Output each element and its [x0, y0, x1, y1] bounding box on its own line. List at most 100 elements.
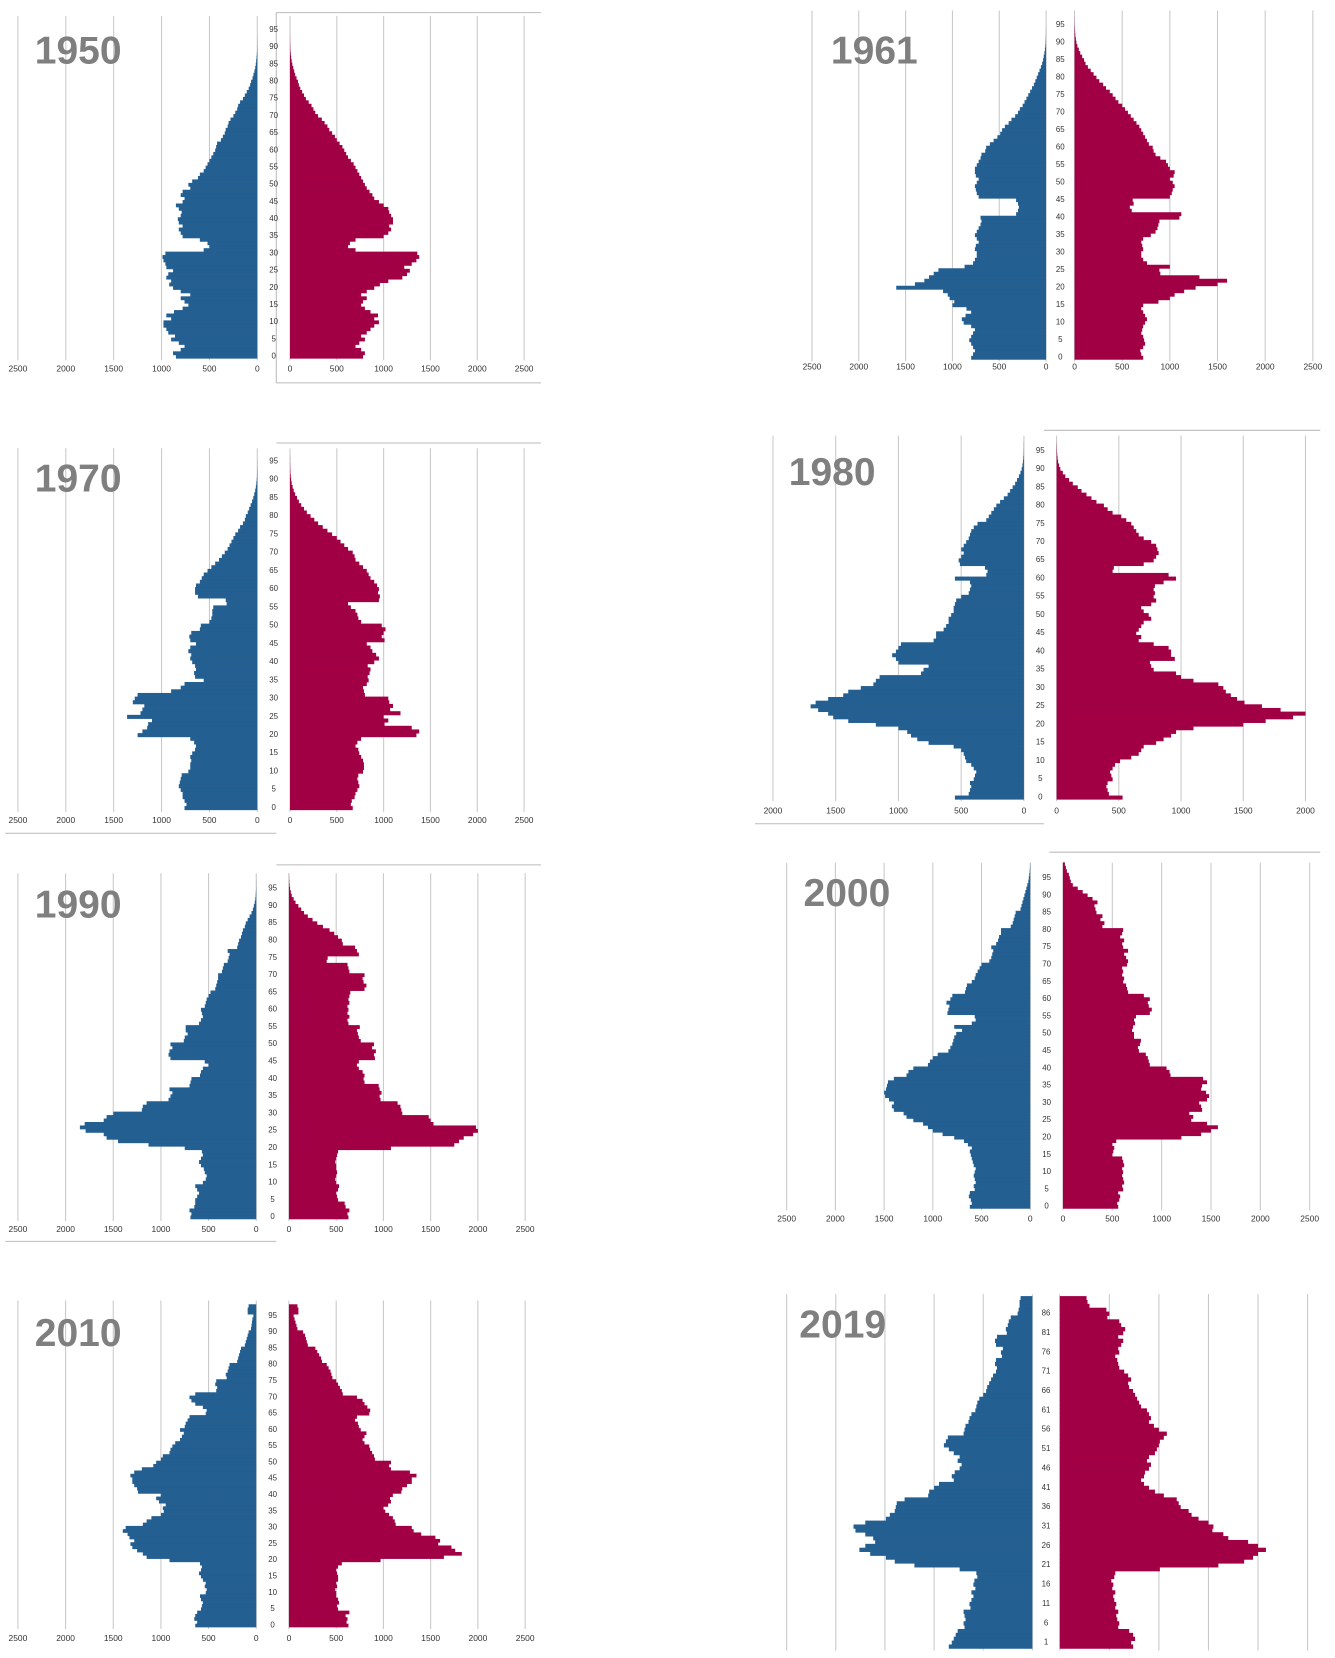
male-bar — [205, 1411, 257, 1416]
female-bar — [1074, 128, 1142, 133]
female-bar — [1062, 1121, 1208, 1126]
female-bar — [288, 1343, 308, 1348]
female-bar — [1062, 865, 1066, 870]
x-tick-label: 500 — [1115, 361, 1129, 371]
age-tick-label: 1 — [1044, 1638, 1048, 1647]
female-bar — [1074, 278, 1228, 283]
x-tick-label: 1000 — [889, 805, 908, 815]
female-bar — [288, 1042, 374, 1047]
male-bar — [879, 675, 1024, 680]
female-bar — [289, 506, 305, 511]
female-bar — [288, 1359, 323, 1364]
female-bar — [1056, 532, 1139, 537]
male-bar — [974, 1014, 1031, 1019]
female-bar — [288, 1574, 339, 1579]
female-bar — [1062, 1152, 1113, 1157]
male-bar — [159, 1499, 257, 1504]
male-bar — [190, 292, 258, 297]
female-bar — [1056, 463, 1060, 468]
female-bar — [1062, 1031, 1135, 1036]
female-bar — [1059, 1323, 1122, 1328]
age-tick-label: 45 — [1036, 628, 1045, 637]
male-bar — [969, 1416, 1033, 1421]
male-bar — [988, 514, 1024, 519]
female-bar — [288, 1356, 322, 1361]
female-bar — [1059, 1423, 1154, 1429]
male-bar — [125, 1525, 257, 1530]
male-bar — [195, 590, 258, 595]
female-bar — [1056, 602, 1152, 607]
male-bar — [180, 685, 258, 690]
male-bar — [180, 347, 258, 352]
female-bar — [289, 481, 292, 486]
male-bar — [967, 1142, 1031, 1147]
female-bar — [1056, 773, 1112, 778]
age-tick-label: 5 — [1058, 335, 1063, 344]
female-bar — [1059, 1334, 1119, 1340]
female-bar — [1062, 1011, 1150, 1016]
x-tick-label: 1000 — [374, 815, 393, 825]
male-bar — [103, 1118, 257, 1123]
female-bar — [289, 733, 417, 738]
male-bar — [950, 997, 1031, 1002]
female-bar — [289, 539, 341, 544]
female-bar — [289, 532, 333, 537]
x-tick-label: 2500 — [1303, 361, 1322, 371]
male-bar — [947, 1011, 1031, 1016]
male-bar — [195, 1402, 257, 1406]
female-bar — [1074, 110, 1128, 115]
female-bar — [289, 330, 367, 335]
female-bar — [288, 973, 365, 978]
female-bar — [1059, 1447, 1157, 1452]
male-bar — [1044, 51, 1047, 56]
male-bar — [948, 1049, 1031, 1054]
female-bar — [289, 503, 302, 508]
female-bar — [288, 1623, 349, 1628]
female-bar — [1059, 1319, 1120, 1324]
x-tick-label: 1500 — [875, 1213, 894, 1223]
age-tick-label: 30 — [268, 1108, 277, 1117]
male-bar — [971, 1201, 1031, 1206]
female-bar — [1074, 355, 1144, 360]
x-tick-label: 500 — [330, 363, 344, 373]
female-bar — [1059, 1373, 1129, 1378]
male-bar — [968, 536, 1024, 541]
male-bar — [1022, 900, 1031, 905]
female-bar — [289, 612, 358, 617]
male-bar — [195, 747, 258, 752]
female-bar — [289, 550, 353, 555]
female-bar — [289, 787, 358, 792]
male-bar — [970, 1605, 1033, 1611]
x-tick-label: 1000 — [152, 1633, 171, 1643]
female-bar — [1074, 93, 1113, 98]
male-bar — [946, 1000, 1031, 1005]
age-tick-label: 21 — [1042, 1560, 1051, 1569]
female-bar — [1074, 149, 1154, 154]
female-bar — [288, 1073, 365, 1078]
female-bar — [288, 1011, 348, 1016]
female-bar — [1056, 609, 1144, 614]
age-tick-label: 85 — [269, 59, 278, 68]
male-bar — [247, 1333, 257, 1338]
male-bar — [964, 1625, 1033, 1630]
male-bar — [887, 1080, 1031, 1085]
female-bar — [289, 536, 337, 541]
male-bar — [973, 331, 1047, 336]
x-tick-label: 2500 — [9, 1224, 28, 1234]
male-bar — [974, 1177, 1031, 1182]
male-bar — [973, 1184, 1031, 1188]
male-bar — [974, 1578, 1033, 1583]
female-bar — [288, 1444, 370, 1449]
male-bar — [981, 219, 1047, 224]
female-bar — [1074, 285, 1196, 290]
female-bar — [288, 1180, 337, 1185]
male-bar — [875, 722, 1024, 727]
female-bar — [1062, 1004, 1149, 1009]
female-bar — [288, 1014, 350, 1019]
female-bar — [289, 718, 389, 723]
male-bar — [255, 893, 257, 898]
female-bar — [289, 141, 340, 146]
female-bar — [1056, 507, 1108, 512]
female-bar — [1062, 986, 1128, 991]
age-tick-label: 15 — [268, 1160, 277, 1169]
